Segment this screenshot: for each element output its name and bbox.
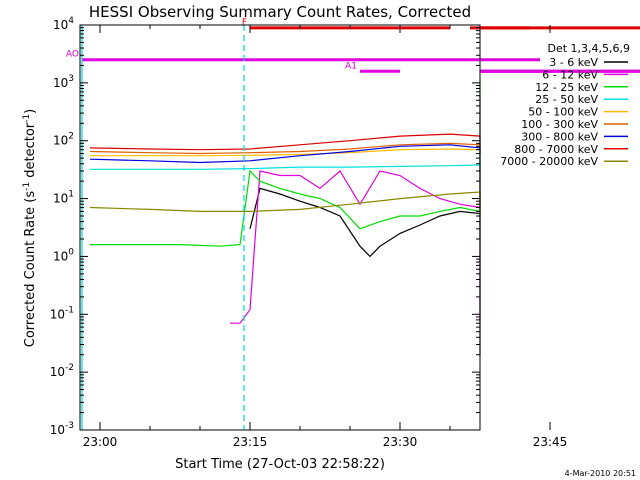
- y-tick-label-base: 10: [50, 307, 65, 321]
- flag-bars: NFAOA1: [66, 18, 640, 73]
- y-tick-label-base: 10: [53, 134, 68, 148]
- chart-title: HESSI Observing Summary Count Rates, Cor…: [89, 3, 471, 21]
- x-tick-label: 23:00: [83, 435, 118, 449]
- y-axis-label: Corrected Count Rate (s-1 detector-1): [22, 109, 38, 347]
- y-tick-label-exp: 1: [68, 190, 74, 200]
- y-axis-label-mid: detector: [23, 122, 38, 182]
- legend-entry-label: 3 - 6 keV: [549, 56, 598, 69]
- y-tick-label-exp: 3: [68, 74, 74, 84]
- series-line: [89, 133, 481, 151]
- y-tick-label: 103: [53, 74, 74, 90]
- y-tick-label-exp: 2: [68, 132, 74, 142]
- series-lines: [89, 78, 481, 355]
- y-axis-label-sup1: -1: [22, 182, 32, 191]
- legend-entry-label: 7000 - 20000 keV: [500, 155, 598, 168]
- y-tick-label: 104: [53, 16, 74, 32]
- y-tick-label: 100: [53, 247, 74, 263]
- y-tick-label-base: 10: [53, 18, 68, 32]
- y-tick-label-base: 10: [53, 192, 68, 206]
- series-line: [89, 144, 481, 164]
- y-tick-label: 10-3: [50, 421, 74, 437]
- legend-entry-label: 800 - 7000 keV: [514, 143, 598, 156]
- flag-bar-label: A1: [345, 61, 357, 71]
- y-axis-label-main: Corrected Count Rate (s: [23, 191, 38, 348]
- y-tick-label-base: 10: [53, 249, 68, 263]
- legend-entry-label: 300 - 800 keV: [521, 130, 598, 143]
- y-tick-label-base: 10: [50, 423, 65, 437]
- legend-title: Det 1,3,4,5,6,9: [547, 42, 630, 55]
- legend-entry-label: 6 - 12 keV: [542, 68, 598, 81]
- y-tick-label-exp: 0: [68, 247, 74, 257]
- y-tick-label: 10-2: [50, 363, 74, 379]
- boundary-markers: [81, 25, 245, 430]
- y-tick-label-exp: -1: [65, 305, 74, 315]
- y-tick-label: 102: [53, 132, 74, 148]
- y-tick-label-base: 10: [53, 76, 68, 90]
- plot-frame: [79, 24, 481, 431]
- y-tick-label: 10-1: [50, 305, 74, 321]
- flag-bar-label: AO: [66, 50, 79, 60]
- y-axis-label-end: ): [23, 109, 38, 114]
- legend-entry-label: 25 - 50 keV: [535, 93, 598, 106]
- series-line: [90, 146, 481, 157]
- flag-bar-label: F: [242, 18, 247, 28]
- legend-entry-label: 50 - 100 keV: [528, 106, 598, 119]
- y-tick-label-base: 10: [50, 365, 65, 379]
- x-tick-label: 23:15: [233, 435, 268, 449]
- series-line: [90, 78, 481, 247]
- series-line: [249, 158, 481, 355]
- plot-area: NFAOA1 10-310-210-110010110210310423:002…: [50, 16, 640, 449]
- y-tick-label-exp: -3: [65, 421, 74, 431]
- y-tick-label-exp: 4: [68, 16, 74, 26]
- y-axis-label-sup2: -1: [22, 114, 32, 123]
- x-tick-label: 23:45: [533, 435, 568, 449]
- y-tick-label: 101: [53, 190, 74, 206]
- x-axis-label: Start Time (27-Oct-03 22:58:22): [175, 457, 385, 472]
- y-tick-label-exp: -2: [65, 363, 74, 373]
- x-tick-label: 23:30: [383, 435, 418, 449]
- legend-entry-label: 100 - 300 keV: [521, 118, 598, 131]
- footer-timestamp: 4-Mar-2010 20:51: [565, 469, 636, 478]
- legend-entry-label: 12 - 25 keV: [535, 81, 598, 94]
- series-line: [230, 95, 481, 324]
